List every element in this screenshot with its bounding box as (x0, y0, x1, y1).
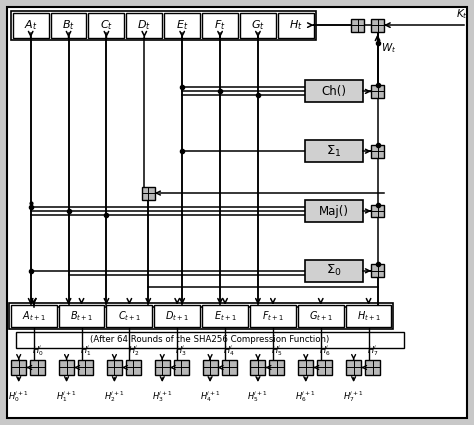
Text: $H_3^{i+1}$: $H_3^{i+1}$ (152, 389, 173, 404)
Bar (305, 140, 363, 162)
Text: $\Sigma_1$: $\Sigma_1$ (326, 144, 341, 159)
Bar (126, 360, 141, 375)
Bar (16, 332, 404, 348)
Text: $B_{t+1}$: $B_{t+1}$ (70, 309, 93, 323)
Bar (59, 360, 74, 375)
Bar (240, 13, 276, 37)
Text: $C_t$: $C_t$ (100, 18, 113, 32)
Text: $H_0^i$: $H_0^i$ (32, 343, 44, 358)
Text: $H_2^{i+1}$: $H_2^{i+1}$ (104, 389, 125, 404)
Bar (250, 305, 296, 327)
Text: $H_1^{i+1}$: $H_1^{i+1}$ (56, 389, 77, 404)
Text: $D_{t+1}$: $D_{t+1}$ (165, 309, 189, 323)
Text: $E_{t+1}$: $E_{t+1}$ (214, 309, 237, 323)
Text: $H_6^i$: $H_6^i$ (319, 343, 330, 358)
Text: $F_{t+1}$: $F_{t+1}$ (262, 309, 284, 323)
Bar (11, 360, 26, 375)
Text: $H_7^{i+1}$: $H_7^{i+1}$ (343, 389, 364, 404)
Text: $H_t$: $H_t$ (289, 18, 302, 32)
Bar (305, 200, 363, 222)
Bar (202, 360, 218, 375)
Bar (107, 360, 122, 375)
Bar (13, 13, 49, 37)
Text: $G_t$: $G_t$ (251, 18, 265, 32)
Bar (78, 360, 93, 375)
Text: $H_1^i$: $H_1^i$ (80, 343, 91, 358)
Text: $D_t$: $D_t$ (137, 18, 151, 32)
Text: $E_t$: $E_t$ (176, 18, 188, 32)
Text: $G_{t+1}$: $G_{t+1}$ (309, 309, 333, 323)
Text: $B_t$: $B_t$ (62, 18, 75, 32)
Text: $C_{t+1}$: $C_{t+1}$ (118, 309, 141, 323)
Bar (202, 305, 248, 327)
Bar (107, 305, 152, 327)
Bar (371, 19, 384, 31)
Bar (30, 360, 45, 375)
Text: $H_2^i$: $H_2^i$ (128, 343, 139, 358)
Bar (278, 13, 314, 37)
Text: $\Sigma_0$: $\Sigma_0$ (326, 263, 342, 278)
Bar (346, 360, 361, 375)
Bar (89, 13, 124, 37)
Text: Maj(): Maj() (319, 204, 349, 218)
Bar (371, 264, 384, 277)
Bar (202, 13, 238, 37)
Bar (269, 360, 284, 375)
Bar (371, 145, 384, 158)
Bar (305, 80, 363, 102)
Bar (9, 303, 393, 329)
Text: $H_4^i$: $H_4^i$ (223, 343, 235, 358)
Text: $A_t$: $A_t$ (24, 18, 37, 32)
Text: $H_6^{i+1}$: $H_6^{i+1}$ (295, 389, 316, 404)
Bar (365, 360, 380, 375)
Text: (After 64 Rounds of the SHA256 Compression Function): (After 64 Rounds of the SHA256 Compressi… (91, 335, 330, 344)
Bar (173, 360, 189, 375)
Text: $F_t$: $F_t$ (214, 18, 226, 32)
Text: $H_7^i$: $H_7^i$ (367, 343, 378, 358)
Text: $W_t$: $W_t$ (381, 41, 396, 55)
Bar (298, 360, 313, 375)
Bar (11, 305, 56, 327)
Bar (317, 360, 332, 375)
Bar (127, 13, 162, 37)
Text: $H_3^i$: $H_3^i$ (175, 343, 187, 358)
Bar (371, 85, 384, 98)
Bar (11, 11, 316, 40)
Bar (142, 187, 155, 200)
Bar (164, 13, 200, 37)
Text: $H_0^{i+1}$: $H_0^{i+1}$ (8, 389, 29, 404)
Bar (154, 305, 200, 327)
Bar (155, 360, 170, 375)
Text: $H_5^{i+1}$: $H_5^{i+1}$ (247, 389, 268, 404)
Bar (305, 260, 363, 282)
Bar (351, 19, 364, 31)
Text: $H_4^{i+1}$: $H_4^{i+1}$ (200, 389, 220, 404)
Text: Ch(): Ch() (321, 85, 346, 98)
Bar (59, 305, 104, 327)
Text: $H_5^i$: $H_5^i$ (271, 343, 283, 358)
Text: $A_{t+1}$: $A_{t+1}$ (22, 309, 46, 323)
Bar (298, 305, 344, 327)
Bar (221, 360, 237, 375)
Bar (346, 305, 392, 327)
Text: $H_{t+1}$: $H_{t+1}$ (356, 309, 381, 323)
Bar (371, 204, 384, 218)
Bar (250, 360, 265, 375)
Text: $K_t$: $K_t$ (456, 7, 468, 21)
Bar (51, 13, 86, 37)
